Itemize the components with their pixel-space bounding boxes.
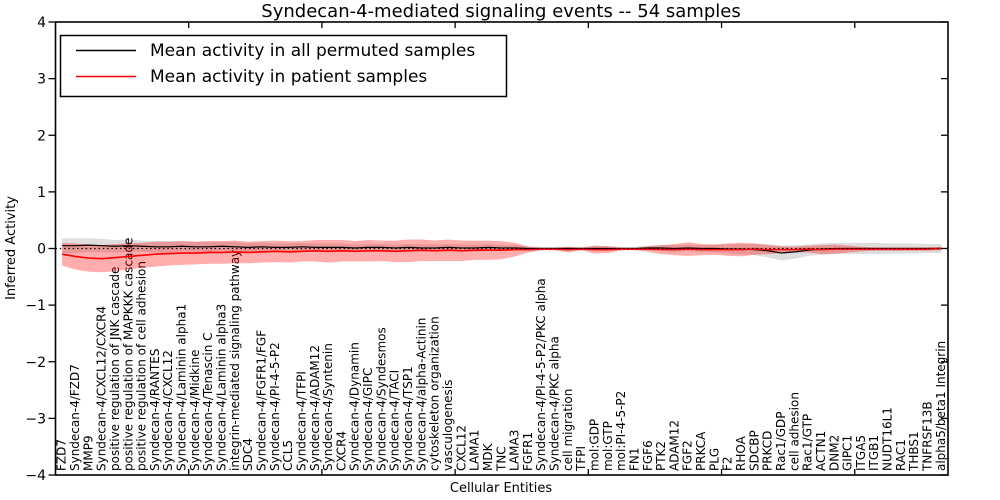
x-entity-label: Syndecan-4/Laminin alpha3	[215, 304, 229, 471]
x-entity-label: ACTN1	[814, 431, 828, 471]
y-tick-label: 1	[37, 185, 46, 201]
x-entity-label: Syndecan-4/Laminin alpha1	[175, 304, 189, 471]
x-entity-label: F2	[721, 456, 735, 471]
x-entity-label: GIPC1	[841, 435, 855, 471]
x-entity-label: ADAM12	[667, 420, 681, 471]
x-entity-label: TNFRSF13B	[921, 401, 935, 472]
x-entity-label: Syndecan-4/Tenascin C	[201, 332, 215, 471]
x-entity-label: Syndecan-4/PKC alpha	[548, 336, 562, 471]
x-entity-label: Syndecan-4/Syntenin	[321, 343, 335, 471]
x-entity-label: Syndecan-4/GIPC	[361, 368, 375, 471]
x-entity-label: Syndecan-4/PI-4-5-P2/PKC alpha	[534, 278, 548, 471]
x-entity-label: FN1	[627, 447, 641, 471]
x-entity-label: RHOA	[734, 435, 748, 471]
x-entity-label: Syndecan-4/alpha-Actinin	[414, 318, 428, 471]
x-entity-label: FGFR1	[521, 432, 535, 471]
y-tick-labels: 4 3 2 1 0 −1 −2 −3 −4	[25, 15, 46, 484]
x-entity-label: vasculogenesis	[441, 380, 455, 471]
x-entity-label: PLG	[707, 448, 721, 471]
x-entity-label: TFPI	[574, 446, 588, 472]
x-entity-label: DNM2	[827, 435, 841, 471]
x-entity-label: Syndecan-4/ADAM12	[308, 345, 322, 471]
x-entity-label: Rac1/GTP	[801, 414, 815, 471]
y-tick-label: 0	[37, 242, 46, 258]
x-entity-label: Syndecan-4/TSP1	[401, 366, 415, 471]
y-tick-label: 4	[37, 15, 46, 31]
x-axis-label: Cellular Entities	[450, 481, 552, 496]
x-entity-label: alpha5/beta1 Integrin	[934, 341, 948, 471]
x-entity-label: FGF6	[641, 440, 655, 471]
x-entity-label: mol:GDP	[587, 419, 601, 471]
x-entity-label: positive regulation of MAPKKK cascade	[121, 238, 135, 471]
x-entity-label: cell migration	[561, 389, 575, 471]
x-entity-label: Syndecan-4/FZD7	[68, 364, 82, 471]
x-entity-label: cytoskeleton organization	[428, 316, 442, 471]
x-entity-label: ITGB1	[867, 435, 881, 471]
plot-frame	[54, 21, 949, 476]
x-entity-label: Syndecan-4/FGFR1/FGF	[254, 330, 268, 471]
chart-title: Syndecan-4-mediated signaling events -- …	[261, 1, 740, 22]
band-permuted	[62, 238, 942, 261]
x-entity-label: Rac1/GDP	[774, 412, 788, 471]
x-entity-label: FZD7	[55, 439, 69, 471]
legend-label-permuted: Mean activity in all permuted samples	[150, 41, 475, 61]
x-entity-label: CXCL12	[454, 425, 468, 471]
x-entity-label: SDC4	[241, 438, 255, 471]
x-entity-label: PTK2	[654, 441, 668, 471]
x-entity-label: SDCBP	[747, 430, 761, 471]
series-lines	[55, 244, 948, 260]
x-entity-label: MMP9	[81, 435, 95, 471]
x-entity-label: Syndecan-4/TFPI	[294, 371, 308, 471]
confidence-bands	[62, 238, 942, 273]
x-entity-label: LAMA1	[468, 430, 482, 471]
x-entity-label: Syndecan-4/Dynamin	[348, 342, 362, 471]
x-entity-label: Syndecan-4/Syndesmos	[374, 327, 388, 471]
line-patient	[62, 247, 942, 260]
x-entity-labels: FZD7 Syndecan-4/FZD7 MMP9 Syndecan-4/CXCL12…	[55, 238, 948, 472]
x-entity-label: CXCR4	[334, 431, 348, 471]
x-entity-label: THBS1	[907, 431, 921, 472]
x-entity-label: MDK	[481, 442, 495, 471]
x-entity-label: positive regulation of JNK cascade	[108, 267, 122, 471]
x-entity-label: mol:GTP	[601, 421, 615, 471]
x-entity-label: TNC	[494, 446, 508, 472]
x-entity-label: ITGA5	[854, 435, 868, 471]
x-entity-label: Syndecan-4/PI-4-5-P2	[268, 342, 282, 471]
y-tick-label: −1	[25, 298, 46, 314]
x-entity-label: mol:PI-4-5-P2	[614, 391, 628, 471]
y-tick-label: 3	[37, 72, 46, 88]
x-entity-label: positive regulation of cell adhesion	[135, 261, 149, 471]
y-tick-label: 2	[37, 128, 46, 144]
x-entity-label: PRKCD	[761, 431, 775, 471]
y-tick-label: −3	[25, 411, 46, 427]
x-entity-label: Syndecan-4/CXCL12/CXCR4	[95, 306, 109, 471]
x-entity-label: integrin-mediated signaling pathway	[228, 250, 242, 471]
axis-ticks	[48, 21, 948, 476]
x-entity-label: cell adhesion	[787, 392, 801, 471]
x-entity-label: RAC1	[894, 439, 908, 471]
x-entity-label: FGF2	[681, 440, 695, 471]
band-patient	[62, 239, 942, 273]
legend: Mean activity in all permuted samples Me…	[59, 34, 508, 98]
y-tick-label: −4	[25, 468, 46, 484]
y-tick-label: −2	[25, 355, 46, 371]
x-entity-label: CCL5	[281, 440, 295, 471]
legend-label-patient: Mean activity in patient samples	[150, 67, 427, 87]
x-entity-label: NUDT16L1	[881, 407, 895, 471]
y-axis-label: Inferred Activity	[4, 196, 19, 300]
x-entity-label: Syndecan-4/Midkine	[188, 350, 202, 471]
x-entity-label: Syndecan-4/CXCL12	[161, 350, 175, 471]
legend-box	[59, 34, 508, 98]
line-permuted	[62, 244, 942, 254]
x-entity-label: PRKCA	[694, 431, 708, 471]
x-entity-label: LAMA3	[508, 430, 522, 471]
x-entity-label: Syndecan-4/RANTES	[148, 349, 162, 471]
x-entity-label: Syndecan-4/TACI	[388, 370, 402, 471]
